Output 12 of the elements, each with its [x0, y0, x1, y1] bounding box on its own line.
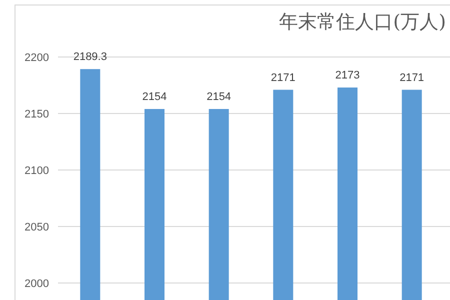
y-tick-label: 2100 [24, 165, 49, 178]
y-tick-label: 2050 [24, 222, 49, 234]
data-label: 2171 [270, 72, 296, 84]
chart-title: 年末常住人口(万人) [279, 11, 446, 33]
y-tick-label: 2200 [24, 52, 49, 64]
data-label: 2154 [206, 90, 232, 103]
y-tick-label: 2150 [24, 108, 49, 121]
data-label: 2173 [335, 70, 360, 82]
data-label: 2154 [142, 90, 167, 103]
data-label: 2189.3 [73, 51, 107, 64]
y-tick-label: 2000 [24, 278, 49, 290]
data-label: 2171 [400, 72, 424, 84]
